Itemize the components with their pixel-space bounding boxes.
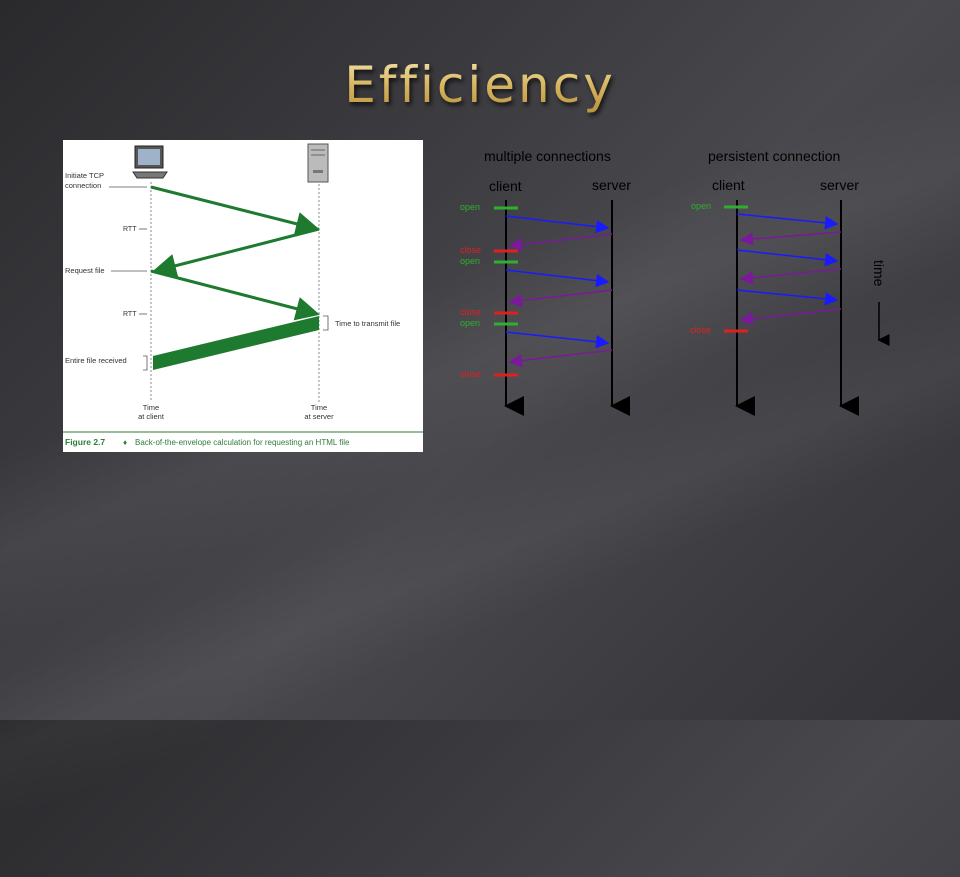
synack-arrow [152, 227, 320, 278]
multiple-request-arrow-3 [505, 331, 610, 349]
request-arrow [150, 269, 320, 321]
multiple-open-label-3: open [460, 318, 480, 328]
multiple-open-label-2: open [460, 256, 480, 266]
tcp-timing-figure: Initiate TCP connection RTT Request file… [63, 140, 423, 452]
persistent-request-arrow-1 [736, 213, 839, 230]
multiple-client-label: client [489, 178, 522, 194]
syn-arrow [150, 185, 320, 236]
slide-title: Efficiency [0, 56, 960, 114]
multiple-response-arrow-2 [508, 289, 613, 308]
multiple-title: multiple connections [484, 148, 611, 164]
connection-diagrams: multiple connections client server open … [460, 148, 890, 416]
persistent-response-arrow-2 [739, 268, 842, 285]
persistent-request-arrow-3 [736, 289, 839, 306]
time-axis-label: time [871, 260, 887, 287]
label-time-server: Time [311, 403, 327, 412]
multiple-response-arrow-3 [508, 349, 613, 368]
persistent-close-label: close [690, 325, 711, 335]
label-request-file: Request file [65, 266, 105, 275]
label-entire-file: Entire file received [65, 356, 127, 365]
persistent-title: persistent connection [708, 148, 840, 164]
label-rtt-1: RTT [123, 226, 137, 233]
persistent-client-label: client [712, 177, 745, 193]
persistent-open-label: open [691, 201, 711, 211]
client-computer-icon [132, 145, 168, 179]
multiple-close-label-2: close [460, 307, 481, 317]
multiple-request-arrow-2 [505, 269, 610, 288]
label-connection: connection [65, 181, 101, 190]
figure-caption-label: Figure 2.7 [65, 437, 105, 447]
persistent-response-arrow-3 [739, 308, 842, 326]
persistent-response-arrow-1 [739, 231, 842, 246]
tcp-timing-svg: Initiate TCP connection RTT Request file… [63, 143, 423, 447]
multiple-open-label-1: open [460, 202, 480, 212]
label-at-client: at client [138, 412, 165, 421]
label-initiate-tcp: Initiate TCP [65, 171, 104, 180]
multiple-close-label-1: close [460, 245, 481, 255]
file-transfer-band [153, 316, 319, 370]
label-time-client: Time [143, 403, 159, 412]
server-tower-icon [307, 143, 329, 183]
label-rtt-2: RTT [123, 311, 137, 318]
multiple-close-label-3: close [460, 369, 481, 379]
multiple-response-arrow-1 [508, 233, 613, 252]
label-time-to-transmit: Time to transmit file [335, 319, 400, 328]
label-at-server: at server [304, 412, 334, 421]
persistent-server-label: server [820, 177, 859, 193]
figure-caption-bullet: ♦ [123, 438, 127, 447]
multiple-server-label: server [592, 177, 631, 193]
persistent-request-arrow-2 [736, 249, 839, 267]
figure-caption-text: Back-of-the-envelope calculation for req… [135, 438, 350, 447]
multiple-request-arrow-1 [505, 215, 610, 234]
